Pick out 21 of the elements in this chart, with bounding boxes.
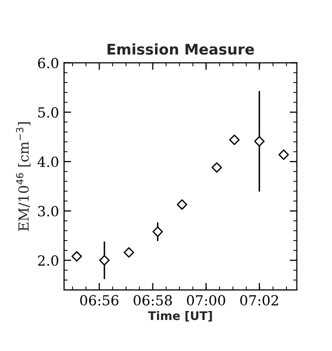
- point: [229, 134, 240, 146]
- y-axis-title: EM/10$^{46}$ [cm$^{−3}$]: [16, 122, 30, 231]
- x-axis-title: Time [UT]: [148, 311, 212, 322]
- point: [71, 251, 82, 262]
- point: [99, 255, 110, 266]
- x-tick-label: 07:00: [186, 295, 226, 306]
- x-tick-label: 06:56: [80, 295, 118, 306]
- x-tick-label: 06:58: [134, 295, 172, 306]
- point: [152, 226, 163, 237]
- y-tick-label: 5.0: [38, 107, 58, 118]
- y-tick-label: 2.0: [38, 255, 58, 266]
- y-tick-label: 3.0: [38, 206, 58, 216]
- point: [212, 162, 222, 173]
- y-tick-label: 6.0: [38, 58, 58, 68]
- x-tick-label: 07:02: [240, 295, 278, 306]
- point: [278, 149, 289, 160]
- y-tick-label: 4.0: [38, 156, 58, 168]
- point: [254, 136, 265, 147]
- chart-title: Emission Measure: [108, 43, 254, 55]
- point: [176, 199, 188, 210]
- point: [124, 247, 134, 258]
